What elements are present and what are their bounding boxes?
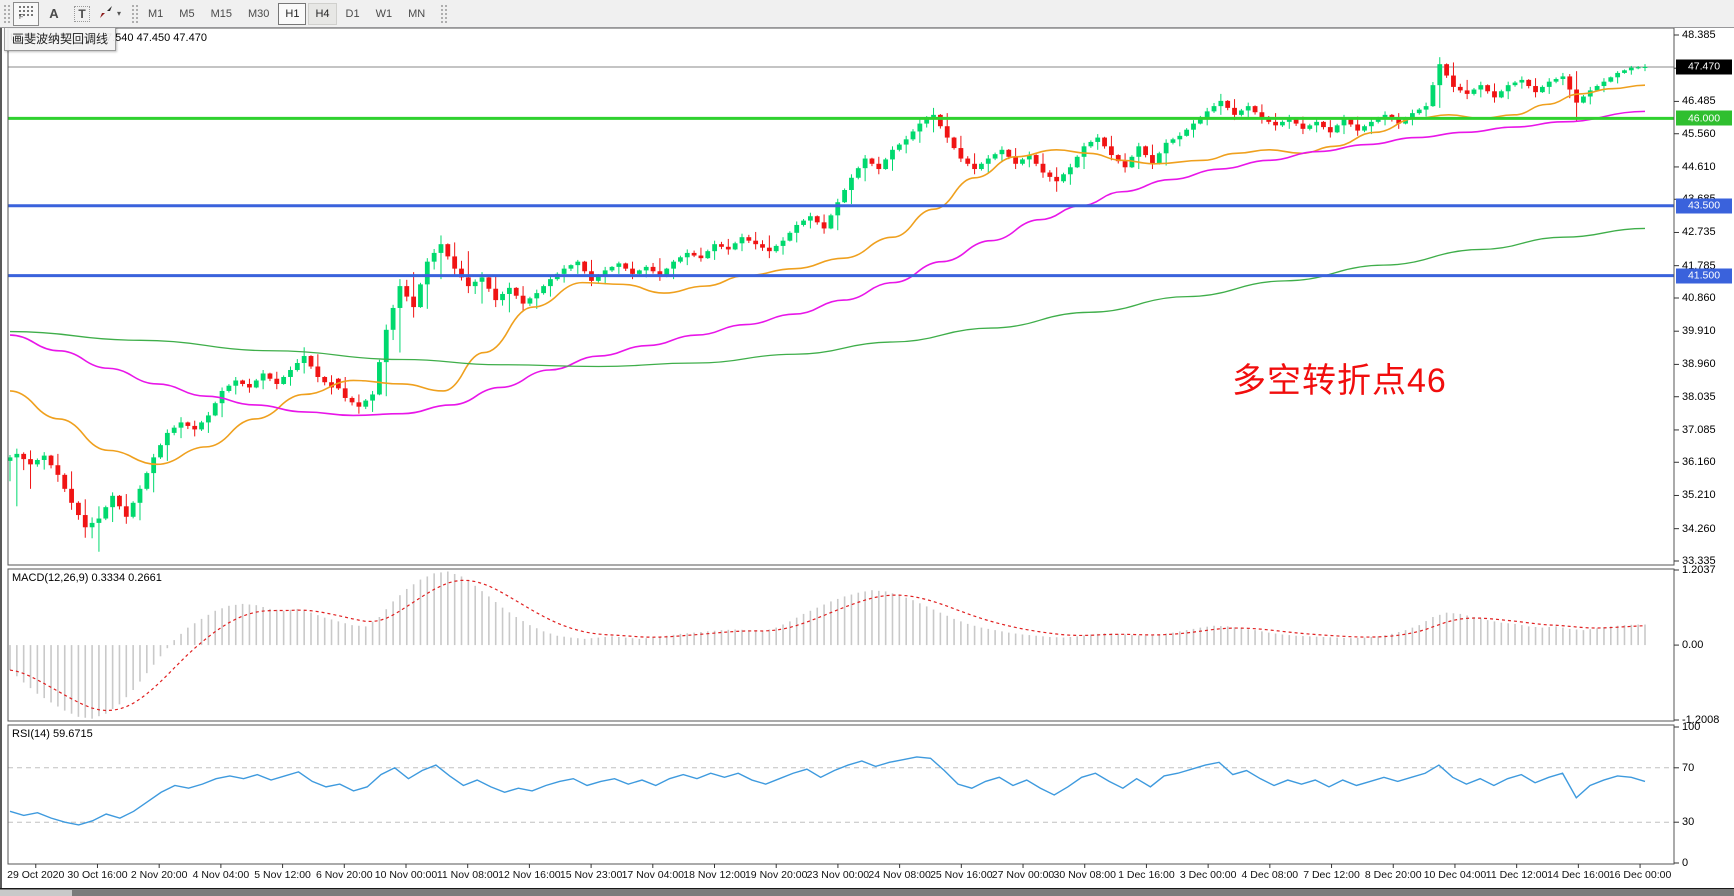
macd-tick-label: 1.2037	[1682, 564, 1716, 576]
macd-tick-label: 0.00	[1682, 639, 1704, 652]
time-tick-label: 30 Nov 08:00	[1053, 869, 1116, 881]
candlesticks	[7, 57, 1648, 552]
rsi-tick-label: 70	[1682, 761, 1695, 774]
price-tick-label: 33.335	[1682, 554, 1716, 567]
fibonacci-retracement-icon: F	[18, 5, 35, 22]
time-tick-label: 4 Nov 04:00	[192, 869, 250, 881]
time-tick-label: 25 Nov 16:00	[930, 869, 993, 881]
time-tick-label: 17 Nov 04:00	[621, 869, 685, 881]
price-tick-label: 44.610	[1682, 160, 1716, 173]
text-label-button[interactable]: T	[69, 2, 95, 26]
price-badge-43.500: 43.500	[1676, 198, 1732, 214]
ma-slow-green	[9, 227, 1646, 368]
time-tick-label: 19 Nov 20:00	[744, 869, 808, 881]
price-tick-label: 38.035	[1682, 390, 1716, 403]
price-badge-46.000: 46.000	[1676, 110, 1732, 126]
price-tick-label: 35.210	[1682, 489, 1716, 502]
price-tick-label: 42.735	[1682, 226, 1716, 239]
price-tick-label: 45.560	[1682, 127, 1716, 140]
time-tick-label: 23 Nov 00:00	[806, 869, 870, 881]
rsi-indicator-label: RSI(14) 59.6715	[12, 728, 93, 740]
timeframe-button-m5[interactable]: M5	[179, 7, 195, 20]
time-tick-label: 1 Dec 16:00	[1118, 869, 1175, 881]
time-tick-label: 16 Dec 00:00	[1608, 869, 1672, 881]
macd-signal-line	[9, 579, 1646, 712]
text-label-tool-icon: T	[74, 5, 90, 22]
chevron-down-icon: ▾	[116, 9, 121, 18]
time-tick-label: 11 Nov 08:00	[436, 869, 499, 881]
time-tick-label: 12 Nov 16:00	[498, 869, 561, 881]
price-tick-label: 37.085	[1682, 423, 1716, 436]
time-tick-label: 7 Dec 12:00	[1303, 869, 1360, 881]
time-tick-label: 18 Nov 12:00	[683, 869, 746, 881]
time-tick-label: 10 Dec 04:00	[1423, 869, 1487, 881]
price-badge-47.470: 47.470	[1676, 59, 1732, 75]
timeframe-button-h1[interactable]: H1	[278, 2, 307, 25]
price-tick-label: 48.385	[1682, 29, 1716, 41]
timeframe-button-mn[interactable]: MN	[408, 7, 426, 20]
timeframe-button-m30[interactable]: M30	[247, 7, 270, 20]
toolbar-drag-grip[interactable]	[2, 2, 10, 25]
time-tick-label: 11 Dec 12:00	[1485, 869, 1548, 881]
arrows-button[interactable]: ▾	[97, 2, 123, 26]
price-tick-label: 39.910	[1682, 325, 1716, 338]
time-tick-label: 24 Nov 08:00	[868, 869, 931, 881]
time-tick-label: 3 Dec 00:00	[1179, 869, 1237, 881]
time-tick-label: 27 Nov 00:00	[991, 869, 1055, 881]
price-badge-41.500: 41.500	[1676, 268, 1732, 284]
horizontal-scrollbar[interactable]	[0, 888, 1734, 896]
price-tick-label: 34.260	[1682, 522, 1716, 535]
timeframe-buttons-group: M1 M5 M15 M30 H1 H4 D1 W1 MN	[140, 2, 433, 25]
arrow-tools-icon	[99, 5, 114, 22]
svg-text:F: F	[19, 14, 23, 19]
timeframe-button-m1[interactable]: M1	[148, 7, 164, 20]
time-tick-label: 4 Dec 08:00	[1241, 869, 1299, 881]
price-tick-label: 46.485	[1682, 95, 1716, 108]
toolbar: F A T ▾ M1 M5 M15 M30 H1 H4 D1 W1 MN	[0, 0, 1734, 28]
timeframe-button-w1[interactable]: W1	[375, 7, 393, 20]
rsi-line	[9, 756, 1646, 826]
toolbar-drag-grip[interactable]	[130, 2, 138, 25]
time-tick-label: 8 Dec 20:00	[1364, 869, 1422, 881]
time-tick-label: 29 Oct 2020	[7, 869, 65, 881]
timeframe-button-h4[interactable]: H4	[308, 2, 337, 25]
fibonacci-retracement-button[interactable]: F	[13, 1, 39, 26]
price-tick-label: 38.960	[1682, 358, 1716, 371]
window-left-border	[0, 27, 2, 888]
drawing-tools-group: F A T ▾	[12, 1, 124, 26]
time-tick-label: 6 Nov 20:00	[315, 869, 373, 881]
fibonacci-tooltip: 画斐波纳契回调线	[4, 26, 117, 51]
rsi-tick-label: 0	[1682, 857, 1689, 869]
rsi-tick-label: 100	[1682, 721, 1701, 733]
macd-indicator-label: MACD(12,26,9) 0.3334 0.2661	[12, 572, 162, 584]
timeframe-button-m15[interactable]: M15	[210, 7, 232, 20]
time-tick-label: 5 Nov 12:00	[254, 869, 311, 881]
scrollbar-thumb[interactable]	[0, 890, 72, 896]
ma-mid-magenta	[9, 110, 1646, 417]
macd-tick-label: -1.2008	[1682, 713, 1720, 726]
time-tick-label: 14 Dec 16:00	[1547, 869, 1610, 881]
time-tick-label: 15 Nov 23:00	[559, 869, 623, 881]
rsi-tick-label: 30	[1682, 816, 1695, 829]
timeframe-button-d1[interactable]: D1	[345, 7, 360, 20]
price-tick-label: 36.160	[1682, 456, 1716, 469]
time-tick-label: 10 Nov 00:00	[374, 869, 438, 881]
macd-histogram	[9, 571, 1646, 719]
time-tick-label: 2 Nov 20:00	[130, 869, 188, 881]
text-tool-icon: A	[49, 6, 59, 21]
time-tick-label: 30 Oct 16:00	[67, 869, 128, 881]
toolbar-drag-grip[interactable]	[439, 2, 448, 25]
text-button[interactable]: A	[41, 2, 67, 26]
chart-text-annotation[interactable]: 多空转折点46	[1232, 362, 1447, 400]
price-tick-label: 40.860	[1682, 291, 1716, 304]
